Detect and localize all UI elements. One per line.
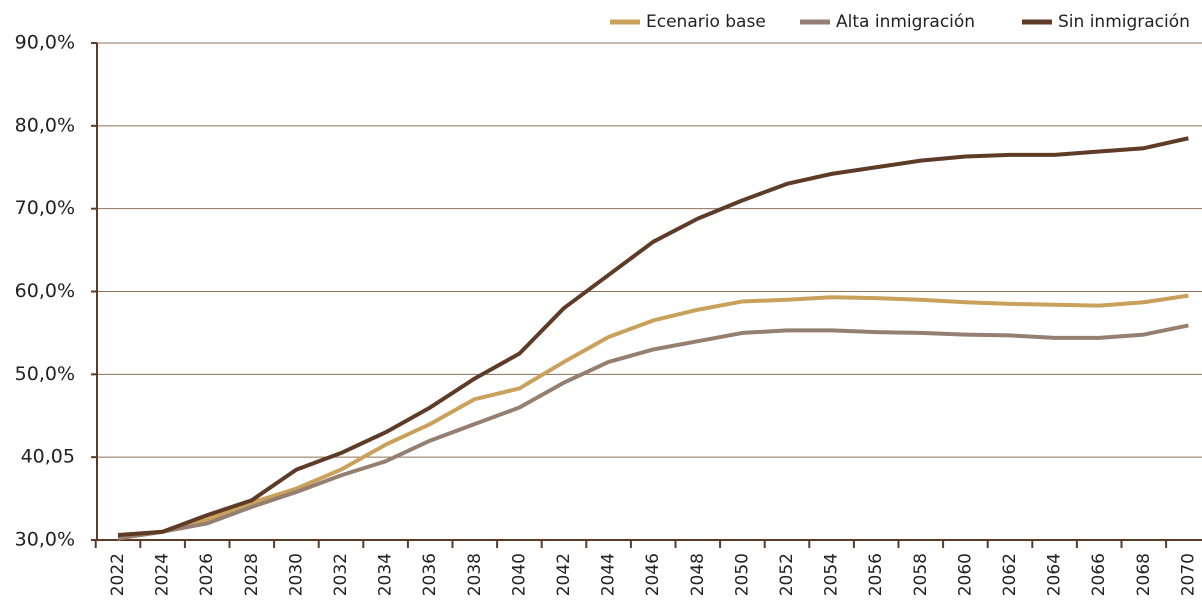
x-tick-label: 2046 [643,553,663,596]
y-tick-label: 50,0% [15,363,75,385]
y-tick-label: 80,0% [15,114,75,136]
x-tick-label: 2050 [732,553,752,596]
y-tick-label: 60,0% [15,280,75,302]
y-tick-label: 40,05 [21,446,75,468]
y-tick-label: 70,0% [15,197,75,219]
legend-label: Alta inmigración [836,12,975,32]
x-tick-label: 2042 [554,553,574,596]
series-line [117,136,1189,538]
x-tick-label: 2026 [197,553,217,596]
series-line [117,293,1189,541]
x-tick-label: 2044 [599,553,619,596]
x-tick-label: 2064 [1045,553,1065,596]
x-tick-label: 2054 [822,553,842,596]
x-tick-label: 2024 [153,553,173,596]
series-line [117,323,1189,541]
x-tick-label: 2034 [376,553,396,596]
legend-label: Ecenario base [646,12,766,32]
x-tick-label: 2066 [1089,553,1109,596]
x-tick-label: 2062 [1000,553,1020,596]
x-tick-label: 2052 [777,553,797,596]
x-tick-label: 2036 [420,553,440,596]
x-tick-label: 2058 [911,553,931,596]
x-tick-label: 2028 [242,553,262,596]
x-tick-label: 2060 [955,553,975,596]
y-tick-label: 30,0% [15,529,75,551]
x-tick-label: 2048 [688,553,708,596]
x-tick-label: 2030 [286,553,306,596]
y-tick-label: 90,0% [15,32,75,54]
legend-label: Sin inmigración [1058,12,1190,32]
x-tick-label: 2032 [331,553,351,596]
x-tick-label: 2070 [1178,553,1198,596]
x-tick-label: 2056 [866,553,886,596]
x-tick-label: 2038 [465,553,485,596]
x-tick-label: 2022 [108,553,128,596]
x-tick-label: 2068 [1134,553,1154,596]
x-tick-label: 2040 [509,553,529,596]
